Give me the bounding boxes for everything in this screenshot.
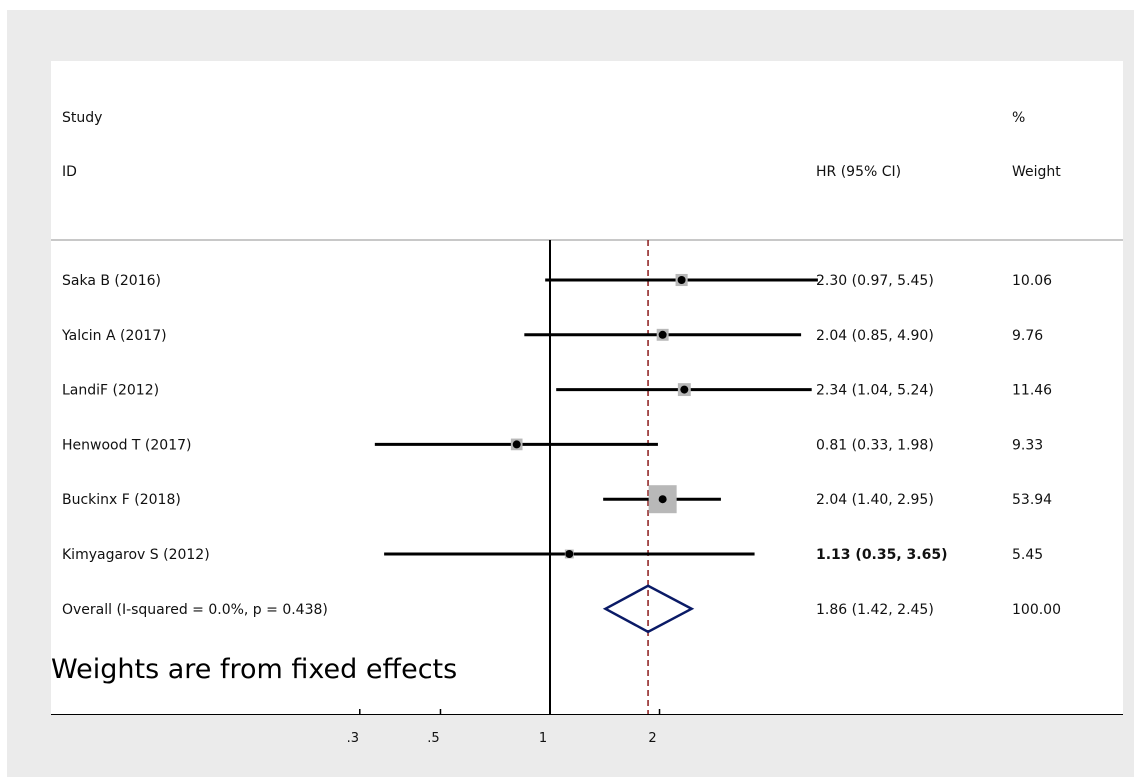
- header-hr: HR (95% CI): [816, 164, 901, 180]
- study-row: Henwood T (2017) 0.81 (0.33, 1.98) 9.33: [62, 437, 1043, 453]
- study-label: Yalcin A (2017): [61, 328, 167, 344]
- point-estimate: [658, 495, 667, 504]
- point-estimate: [565, 550, 574, 558]
- header-percent: %: [1012, 110, 1025, 126]
- forest-plot: Study ID HR (95% CI) % Weight Saka B (20…: [51, 110, 1123, 715]
- weight-value: 11.46: [1012, 383, 1052, 399]
- study-label: LandiF (2012): [62, 383, 159, 399]
- study-label: Kimyagarov S (2012): [62, 547, 210, 563]
- x-tick-labels: .3 .5 1 2: [347, 731, 657, 746]
- hr-ci-value: 2.30 (0.97, 5.45): [816, 273, 934, 289]
- hr-ci-value: 2.04 (1.40, 2.95): [816, 492, 934, 508]
- weight-value: 10.06: [1012, 273, 1052, 289]
- x-tick-label: .3: [347, 731, 359, 746]
- x-axis: [51, 709, 1123, 715]
- overall-weight-value: 100.00: [1012, 602, 1061, 618]
- header-weight: Weight: [1012, 164, 1061, 180]
- point-estimate: [512, 440, 521, 449]
- study-row: Kimyagarov S (2012) 1.13 (0.35, 3.65) 5.45: [62, 547, 1043, 563]
- x-tick-label: .5: [427, 731, 439, 746]
- point-estimate: [658, 330, 667, 339]
- overall-ci-value: 1.86 (1.42, 2.45): [816, 602, 934, 618]
- x-tick-label: 2: [648, 731, 656, 746]
- hr-ci-value: 1.13 (0.35, 3.65): [816, 547, 948, 563]
- hr-ci-value: 2.04 (0.85, 4.90): [816, 328, 934, 344]
- study-row: Saka B (2016) 2.30 (0.97, 5.45) 10.06: [62, 273, 1052, 289]
- weight-value: 53.94: [1012, 492, 1052, 508]
- point-estimate: [677, 276, 686, 284]
- point-estimate: [680, 385, 689, 394]
- weight-value: 9.76: [1012, 328, 1043, 344]
- study-rows: Saka B (2016) 2.30 (0.97, 5.45) 10.06 Yalci…: [61, 273, 1052, 563]
- weight-value: 9.33: [1012, 437, 1043, 453]
- study-label: Buckinx F (2018): [62, 492, 181, 508]
- study-row: LandiF (2012) 2.34 (1.04, 5.24) 11.46: [62, 383, 1052, 399]
- hr-ci-value: 2.34 (1.04, 5.24): [816, 383, 934, 399]
- study-row: Yalcin A (2017) 2.04 (0.85, 4.90) 9.76: [61, 328, 1043, 344]
- x-tick-label: 1: [539, 731, 547, 746]
- study-row: Buckinx F (2018) 2.04 (1.40, 2.95) 53.94: [62, 485, 1052, 514]
- header-study: Study: [62, 110, 102, 126]
- plot-panel: Study ID HR (95% CI) % Weight Saka B (20…: [51, 61, 1123, 715]
- hr-ci-value: 0.81 (0.33, 1.98): [816, 437, 934, 453]
- column-headers: Study ID HR (95% CI) % Weight: [62, 110, 1061, 180]
- figure-background: Study ID HR (95% CI) % Weight Saka B (20…: [7, 10, 1134, 777]
- weights-note: Weights are from fixed effects: [51, 654, 457, 685]
- overall-diamond: [602, 584, 695, 634]
- overall-label: Overall (I-squared = 0.0%, p = 0.438): [62, 602, 328, 618]
- overall-row: Overall (I-squared = 0.0%, p = 0.438) 1.8…: [62, 584, 1061, 634]
- study-label: Saka B (2016): [62, 273, 161, 289]
- weight-value: 5.45: [1012, 547, 1043, 563]
- study-label: Henwood T (2017): [62, 437, 192, 453]
- header-id: ID: [62, 164, 77, 180]
